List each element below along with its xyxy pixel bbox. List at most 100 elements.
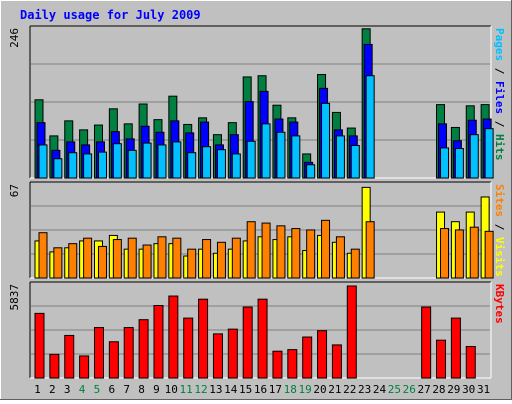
- x-tick-label-day-10: 10: [165, 383, 178, 396]
- visits-legend-label: Sites / Visits: [493, 184, 506, 277]
- hits-legend-separator: /: [493, 114, 506, 134]
- visits-bar-sites-day-13: [216, 241, 226, 279]
- x-tick-label-day-31: 31: [477, 383, 490, 396]
- x-tick-label-day-14: 14: [224, 383, 238, 396]
- visits-bar-sites-day-21: [335, 236, 345, 279]
- x-tick-label-day-15: 15: [239, 383, 252, 396]
- x-tick-label-day-28: 28: [432, 383, 445, 396]
- visits-bar-sites-day-3: [68, 243, 78, 279]
- hits-bar-pages-day-18: [291, 135, 301, 179]
- x-tick-label-day-4: 4: [79, 383, 86, 396]
- hits-bar-pages-day-20: [321, 102, 331, 179]
- visits-bar-sites-day-15: [246, 221, 256, 279]
- x-tick-label-day-20: 20: [313, 383, 326, 396]
- kbytes-bar-kbytes-day-27: [421, 306, 432, 379]
- x-tick-label-day-30: 30: [462, 383, 475, 396]
- hits-bar-pages-day-11: [187, 152, 197, 179]
- x-tick-label-day-29: 29: [447, 383, 460, 396]
- visits-bar-sites-day-9: [157, 236, 167, 279]
- hits-bar-pages-day-5: [97, 151, 107, 179]
- kbytes-bar-kbytes-day-6: [108, 341, 119, 379]
- visits-bar-sites-day-18: [291, 228, 301, 279]
- kbytes-bar-kbytes-day-17: [272, 350, 283, 379]
- kbytes-bar-kbytes-day-4: [79, 355, 90, 379]
- hits-bar-pages-day-12: [202, 146, 212, 179]
- x-tick-label-day-3: 3: [64, 383, 71, 396]
- kbytes-bar-kbytes-day-15: [242, 306, 253, 379]
- visits-bar-sites-day-29: [454, 229, 464, 279]
- kbytes-bar-kbytes-day-13: [212, 333, 223, 379]
- hits-bar-pages-day-19: [306, 164, 316, 179]
- x-tick-label-day-21: 21: [328, 383, 341, 396]
- visits-ymax-label: 67: [8, 184, 21, 197]
- hits-bar-pages-day-10: [172, 141, 182, 179]
- hits-bar-pages-day-1: [38, 144, 48, 179]
- kbytes-bar-kbytes-day-3: [64, 334, 75, 379]
- x-tick-label-day-18: 18: [284, 383, 297, 396]
- x-tick-label-day-6: 6: [108, 383, 115, 396]
- x-tick-label-day-17: 17: [269, 383, 282, 396]
- visits-bar-sites-day-23: [365, 221, 375, 279]
- hits-bar-pages-day-23: [365, 75, 375, 179]
- visits-bar-sites-day-28: [440, 228, 450, 279]
- kbytes-bar-kbytes-day-21: [331, 344, 342, 379]
- x-tick-label-day-19: 19: [298, 383, 311, 396]
- x-tick-label-day-25: 25: [388, 383, 401, 396]
- kbytes-bar-kbytes-day-7: [123, 327, 134, 379]
- hits-bar-pages-day-21: [335, 135, 345, 179]
- kbytes-bar-kbytes-day-30: [465, 345, 476, 379]
- visits-bar-sites-day-1: [38, 232, 48, 279]
- hits-legend-hits: Hits: [493, 134, 506, 161]
- visits-bar-sites-day-16: [261, 222, 271, 279]
- hits-bar-pages-day-17: [276, 131, 286, 179]
- hits-bar-pages-day-8: [142, 142, 152, 179]
- kbytes-bar-kbytes-day-20: [317, 330, 328, 379]
- kbytes-bar-kbytes-day-19: [302, 336, 313, 379]
- hits-bar-pages-day-9: [157, 144, 167, 179]
- kbytes-bar-kbytes-day-9: [153, 304, 164, 379]
- hits-bar-pages-day-16: [261, 123, 271, 179]
- visits-bar-sites-day-17: [276, 225, 286, 279]
- hits-bar-pages-day-22: [350, 145, 360, 179]
- visits-bar-sites-day-2: [53, 247, 63, 279]
- visits-bar-sites-day-12: [202, 239, 212, 279]
- visits-bar-sites-day-19: [306, 229, 316, 279]
- kbytes-bar-kbytes-day-5: [93, 327, 104, 379]
- visits-bar-sites-day-31: [484, 230, 494, 279]
- hits-legend-label: Pages / Files / Hits: [493, 28, 506, 161]
- hits-bar-pages-day-7: [127, 149, 137, 179]
- x-tick-label-day-27: 27: [417, 383, 430, 396]
- kbytes-bar-kbytes-day-1: [34, 312, 45, 379]
- hits-legend-pages: Pages: [493, 28, 506, 61]
- chart-title: Daily usage for July 2009: [20, 8, 201, 22]
- hits-bar-pages-day-13: [216, 149, 226, 179]
- visits-bar-sites-day-4: [83, 237, 93, 279]
- kbytes-bar-kbytes-day-12: [198, 298, 209, 379]
- visits-legend-sites: Sites: [493, 184, 506, 217]
- visits-bar-sites-day-30: [469, 226, 479, 279]
- visits-bar-sites-day-8: [142, 244, 152, 279]
- kbytes-bar-kbytes-day-18: [287, 349, 298, 379]
- kbytes-bar-kbytes-day-11: [183, 317, 194, 379]
- kbytes-bar-kbytes-day-22: [346, 285, 357, 379]
- kbytes-bar-kbytes-day-10: [168, 295, 179, 379]
- visits-bar-sites-day-22: [350, 248, 360, 279]
- hits-legend-separator: /: [493, 61, 506, 81]
- x-tick-label-day-24: 24: [373, 383, 387, 396]
- visits-bar-sites-day-11: [187, 248, 197, 279]
- hits-bar-pages-day-4: [83, 153, 93, 179]
- x-tick-label-day-23: 23: [358, 383, 371, 396]
- kbytes-legend-label: KBytes: [493, 284, 506, 324]
- visits-legend-separator: /: [493, 217, 506, 237]
- hits-bar-pages-day-3: [68, 152, 78, 179]
- hits-bar-pages-day-31: [484, 128, 494, 179]
- kbytes-bar-kbytes-day-8: [138, 319, 149, 379]
- visits-bar-sites-day-20: [321, 219, 331, 279]
- hits-bar-pages-day-15: [246, 140, 256, 179]
- x-tick-label-day-2: 2: [49, 383, 56, 396]
- x-tick-label-day-1: 1: [34, 383, 41, 396]
- kbytes-bar-kbytes-day-14: [227, 328, 238, 379]
- x-tick-label-day-16: 16: [254, 383, 267, 396]
